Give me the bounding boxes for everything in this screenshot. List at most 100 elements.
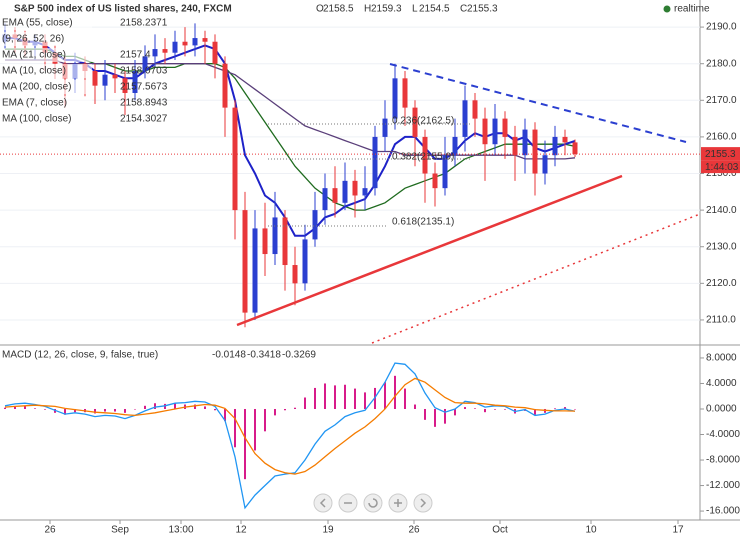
legend-name: MA (10, close) bbox=[2, 66, 66, 77]
ohlc-label: L bbox=[412, 4, 418, 15]
legend-value: 2157.4 bbox=[120, 50, 151, 61]
histogram-bar bbox=[464, 407, 466, 409]
fib-label: 0.236(2162.5) bbox=[392, 116, 454, 127]
status-dot bbox=[664, 6, 671, 13]
candle-body bbox=[193, 38, 198, 45]
histogram-bar bbox=[244, 409, 246, 479]
macd-value: -0.3418 bbox=[247, 350, 281, 361]
candle-body bbox=[213, 42, 218, 64]
candle-body bbox=[113, 75, 118, 79]
candle-body bbox=[333, 188, 338, 203]
histogram-bar bbox=[254, 409, 256, 450]
candle-body bbox=[503, 119, 508, 137]
y-tick-label: 2140.0 bbox=[706, 205, 737, 216]
ohlc-value: 2158.5 bbox=[323, 4, 354, 15]
legend-value: 2158.8943 bbox=[120, 98, 168, 109]
candle-body bbox=[343, 181, 348, 203]
histogram-bar bbox=[204, 406, 206, 409]
histogram-bar bbox=[44, 409, 46, 410]
histogram-bar bbox=[144, 406, 146, 409]
legend-name: MA (21, close) bbox=[2, 50, 66, 61]
histogram-bar bbox=[284, 409, 286, 410]
histogram-bar bbox=[114, 409, 116, 412]
histogram-bar bbox=[124, 409, 126, 413]
candle-body bbox=[153, 49, 158, 56]
candle-body bbox=[383, 119, 388, 137]
legend-value: 2154.3027 bbox=[120, 114, 168, 125]
reset[interactable] bbox=[364, 494, 382, 512]
histogram-bar bbox=[484, 409, 486, 412]
candle-body bbox=[563, 137, 568, 142]
histogram-bar bbox=[554, 408, 556, 409]
histogram-bar bbox=[294, 408, 296, 409]
candle-body bbox=[553, 137, 558, 155]
y-tick-label: 2180.0 bbox=[706, 58, 737, 69]
legend-value: 2158.0703 bbox=[120, 66, 168, 77]
histogram-bar bbox=[494, 409, 496, 410]
histogram-bar bbox=[174, 403, 176, 409]
histogram-bar bbox=[404, 389, 406, 409]
histogram-bar bbox=[394, 376, 396, 409]
histogram-bar bbox=[344, 385, 346, 409]
candle-body bbox=[313, 210, 318, 239]
candle-body bbox=[393, 78, 398, 118]
candle-body bbox=[243, 210, 248, 312]
candle-body bbox=[103, 75, 108, 86]
legend-value: 2157.5673 bbox=[120, 82, 168, 93]
histogram-bar bbox=[414, 405, 416, 409]
histogram-bar bbox=[4, 408, 6, 409]
macd-value: -0.3269 bbox=[282, 350, 316, 361]
histogram-bar bbox=[324, 383, 326, 409]
x-tick-label: 19 bbox=[322, 525, 334, 536]
legend-name: MA (100, close) bbox=[2, 114, 71, 125]
histogram-bar bbox=[264, 409, 266, 431]
candle-body bbox=[233, 108, 238, 210]
candle-body bbox=[473, 100, 478, 118]
price-value: 2155.3 bbox=[705, 149, 736, 160]
histogram-bar bbox=[474, 408, 476, 409]
candle-body bbox=[223, 64, 228, 108]
histogram-bar bbox=[354, 389, 356, 409]
candle-body bbox=[373, 137, 378, 188]
histogram-bar bbox=[134, 409, 136, 410]
y-tick-label: 2170.0 bbox=[706, 95, 737, 106]
fib-label: 0.382(2155.0) bbox=[392, 152, 454, 163]
legend-name: MA (200, close) bbox=[2, 82, 71, 93]
background bbox=[0, 0, 740, 537]
candle-body bbox=[483, 119, 488, 145]
candle-body bbox=[283, 217, 288, 265]
x-tick-label: 17 bbox=[672, 525, 684, 536]
legend-name: EMA (55, close) bbox=[2, 18, 73, 29]
macd-title: MACD (12, 26, close, 9, false, true) bbox=[2, 350, 158, 361]
y-tick-label: 2110.0 bbox=[706, 315, 736, 326]
scroll-left[interactable] bbox=[314, 494, 332, 512]
x-tick-label: 10 bbox=[585, 525, 597, 536]
histogram-bar bbox=[334, 385, 336, 409]
y-tick-label: -8.0000 bbox=[706, 455, 740, 466]
candle-body bbox=[353, 181, 358, 196]
candle-body bbox=[273, 217, 278, 254]
macd-value: -0.0148 bbox=[212, 350, 246, 361]
histogram-bar bbox=[364, 392, 366, 409]
candle-body bbox=[493, 119, 498, 145]
y-tick-label: -16.0000 bbox=[706, 506, 740, 517]
x-tick-label: 13:00 bbox=[168, 525, 193, 536]
y-tick-label: -4.0000 bbox=[706, 429, 740, 440]
legend-name: (9, 26, 52, 26) bbox=[2, 34, 64, 45]
ohlc-value: 2159.3 bbox=[371, 4, 402, 15]
title: S&P 500 index of US listed shares, 240, … bbox=[14, 4, 232, 15]
histogram-bar bbox=[274, 409, 276, 415]
histogram-bar bbox=[154, 403, 156, 409]
x-tick-label: 26 bbox=[408, 525, 420, 536]
histogram-bar bbox=[504, 409, 506, 410]
candle-body bbox=[173, 42, 178, 53]
histogram-bar bbox=[434, 409, 436, 427]
x-tick-label: 26 bbox=[44, 525, 56, 536]
fib-label: 0.618(2135.1) bbox=[392, 217, 454, 228]
y-tick-label: 2160.0 bbox=[706, 132, 737, 143]
scroll-right[interactable] bbox=[414, 494, 432, 512]
candle-body bbox=[513, 137, 518, 155]
candle-body bbox=[573, 142, 578, 154]
histogram-bar bbox=[24, 406, 26, 409]
histogram-bar bbox=[454, 409, 456, 415]
